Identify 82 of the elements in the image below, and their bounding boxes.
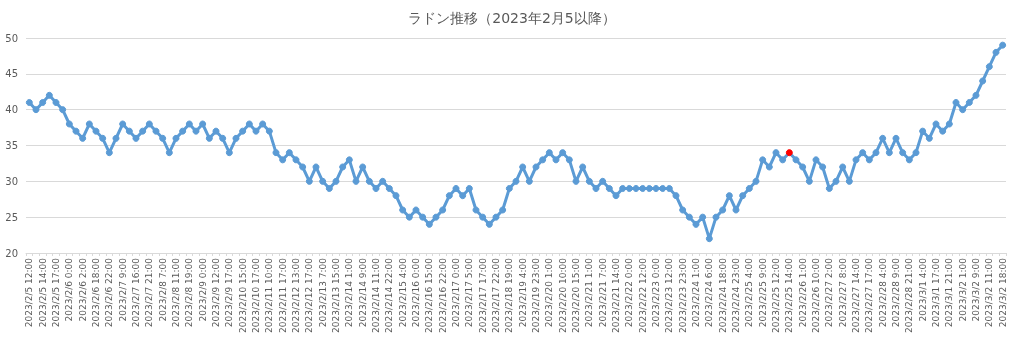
x-tick-label: 2023/2/14 9:00: [357, 257, 368, 328]
x-tick-label: 2023/2/23 12:00: [664, 257, 675, 333]
x-tick-label: 2023/3/1 4:00: [917, 257, 928, 322]
x-tick-label: 2023/2/17 0:00: [451, 257, 461, 328]
x-tick-label: 2023/2/16 22:00: [437, 257, 448, 333]
x-tick-label: 2023/2/8 7:00: [157, 257, 168, 322]
x-tick-label: 2023/2/14 11:00: [371, 257, 381, 333]
x-tick-label: 2023/2/20 10:00: [557, 257, 568, 333]
x-tick-label: 2023/2/26 10:00: [811, 257, 821, 333]
x-tick-label: 2023/2/20 15:00: [571, 257, 581, 333]
x-tick-label: 2023/2/25 14:00: [784, 257, 795, 333]
x-tick-label: 2023/2/21 7:00: [597, 257, 608, 328]
x-tick-label: 2023/2/23 0:00: [651, 257, 661, 328]
x-tick-label: 2023/2/6 18:00: [91, 257, 101, 328]
x-tick-label: 2023/3/1 17:00: [931, 257, 941, 328]
x-tick-label: 2023/3/2 18:00: [997, 257, 1008, 328]
x-tick-label: 2023/2/28 4:00: [877, 257, 888, 328]
x-tick-label: 2023/2/5 17:00: [51, 257, 61, 328]
y-tick-label: 45: [5, 68, 18, 80]
x-tick-label: 2023/2/5 12:00: [24, 257, 35, 328]
x-tick-label: 2023/2/10 17:00: [251, 257, 261, 333]
x-tick-label: 2023/2/18 19:00: [504, 257, 515, 333]
x-tick-label: 2023/3/2 11:00: [984, 257, 995, 328]
y-tick-label: 20: [5, 247, 18, 259]
x-tick-label: 2023/2/28 21:00: [904, 257, 915, 333]
x-tick-label: 2023/3/1 21:00: [944, 257, 955, 328]
x-tick-label: 2023/2/25 9:00: [757, 257, 768, 328]
y-tick-label: 50: [5, 32, 18, 44]
x-tick-label: 2023/2/24 23:00: [731, 257, 741, 333]
x-tick-label: 2023/2/19 4:00: [517, 257, 528, 328]
y-tick-label: 35: [5, 140, 18, 151]
x-tick-label: 2023/2/25 4:00: [744, 257, 755, 328]
x-tick-label: 2023/2/11 10:00: [264, 257, 275, 333]
x-tick-label: 2023/2/11 17:00: [277, 257, 288, 333]
x-tick-label: 2023/2/17 5:00: [464, 257, 475, 328]
x-tick-label: 2023/2/14 1:00: [344, 257, 355, 328]
x-tick-label: 2023/2/22 12:00: [637, 257, 648, 333]
x-tick-label: 2023/2/24 6:00: [704, 257, 715, 328]
x-tick-label: 2023/2/16 0:00: [411, 257, 421, 328]
x-tick-label: 2023/2/22 0:00: [624, 257, 635, 328]
x-tick-label: 2023/2/7 9:00: [117, 257, 128, 322]
x-tick-label: 2023/2/23 23:00: [677, 257, 688, 333]
x-tick-label: 2023/2/6 0:00: [64, 257, 75, 322]
chart-title: ラドン推移（2023年2月5以降）: [408, 10, 616, 26]
x-tick-label: 2023/2/19 23:00: [531, 257, 541, 333]
y-tick-label: 40: [5, 104, 18, 116]
x-tick-label: 2023/2/27 14:00: [851, 257, 861, 333]
x-tick-label: 2023/2/27 8:00: [837, 257, 848, 328]
x-tick-label: 2023/2/24 1:00: [691, 257, 701, 328]
x-tick-label: 2023/2/24 18:00: [717, 257, 728, 333]
x-tick-label: 2023/2/10 15:00: [237, 257, 248, 333]
x-tick-label: 2023/2/14 22:00: [384, 257, 395, 333]
x-tick-label: 2023/2/9 12:00: [211, 257, 221, 328]
x-tick-label: 2023/2/5 14:00: [37, 257, 48, 328]
x-tick-label: 2023/2/27 17:00: [864, 257, 875, 333]
x-tick-label: 2023/2/21 1:00: [584, 257, 595, 328]
x-tick-label: 2023/2/7 16:00: [131, 257, 141, 328]
x-tick-label: 2023/2/9 0:00: [197, 257, 208, 322]
y-tick-label: 30: [5, 175, 18, 187]
y-tick-label: 25: [5, 211, 18, 223]
x-tick-label: 2023/2/7 21:00: [144, 257, 155, 328]
x-tick-label: 2023/2/21 14:00: [611, 257, 621, 333]
x-tick-label: 2023/2/16 15:00: [424, 257, 435, 333]
x-tick-label: 2023/2/6 22:00: [104, 257, 115, 328]
x-tick-label: 2023/2/9 17:00: [224, 257, 235, 328]
x-tick-label: 2023/2/17 22:00: [491, 257, 501, 333]
x-tick-label: 2023/2/13 7:00: [317, 257, 328, 328]
x-tick-label: 2023/2/17 17:00: [477, 257, 488, 333]
x-tick-label: 2023/2/12 13:00: [291, 257, 301, 333]
x-tick-label: 2023/2/15 4:00: [397, 257, 408, 328]
x-tick-label: 2023/2/6 2:00: [77, 257, 88, 322]
x-tick-label: 2023/2/12 17:00: [304, 257, 315, 333]
x-tick-label: 2023/2/28 9:00: [891, 257, 901, 328]
x-tick-label: 2023/2/25 12:00: [771, 257, 781, 333]
x-tick-label: 2023/3/2 9:00: [971, 257, 981, 322]
x-tick-label: 2023/3/2 1:00: [957, 257, 968, 322]
x-tick-label: 2023/2/26 1:00: [797, 257, 808, 328]
x-tick-label: 2023/2/8 19:00: [184, 257, 195, 328]
x-tick-label: 2023/2/20 1:00: [544, 257, 555, 328]
x-tick-label: 2023/2/27 2:00: [824, 257, 835, 328]
x-tick-label: 2023/2/8 11:00: [171, 257, 181, 328]
x-tick-label: 2023/2/13 15:00: [331, 257, 341, 333]
